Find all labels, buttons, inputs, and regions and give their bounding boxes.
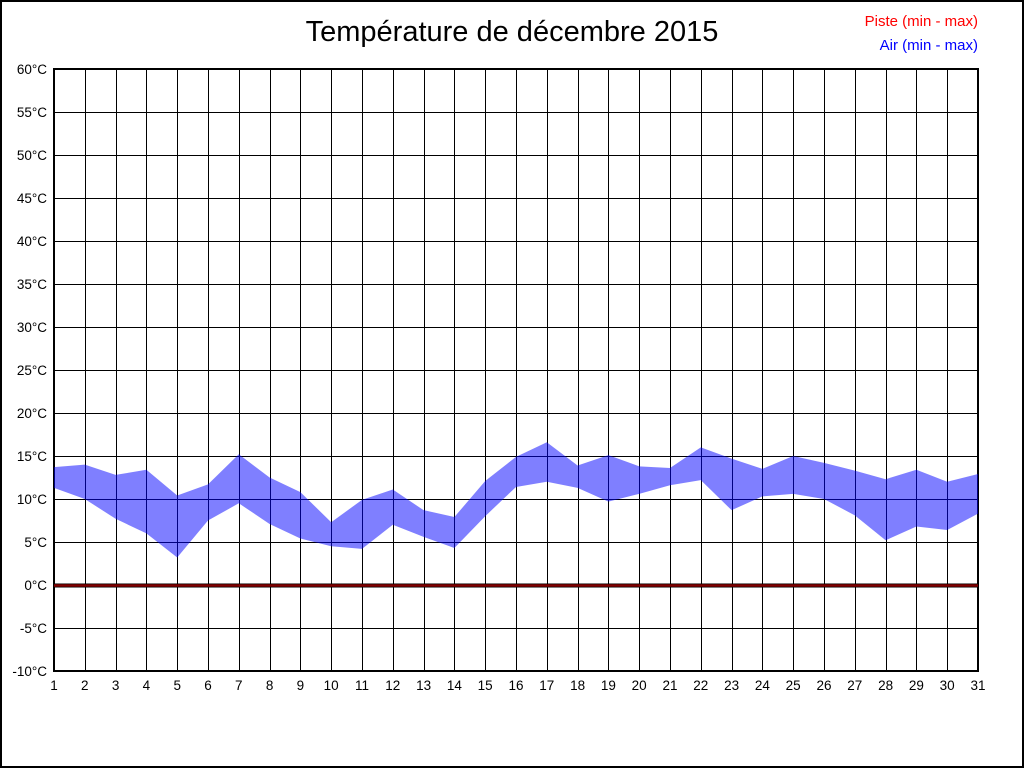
y-axis-label: 5°C [24, 535, 47, 550]
x-axis-label: 8 [266, 678, 274, 693]
y-axis-label: 10°C [17, 492, 47, 507]
x-axis-label: 13 [416, 678, 431, 693]
y-axis-label: 45°C [17, 191, 47, 206]
y-axis-label: 50°C [17, 148, 47, 163]
x-axis-label: 31 [970, 678, 985, 693]
x-axis-label: 27 [847, 678, 862, 693]
x-axis-label: 7 [235, 678, 243, 693]
x-axis-label: 25 [786, 678, 801, 693]
y-axis-labels: 60°C 55°C 50°C 45°C 40°C 35°C 30°C 25°C 20°C 15°C… [12, 62, 47, 679]
x-axis-label: 5 [173, 678, 181, 693]
air-band [54, 442, 978, 558]
y-axis-label: 55°C [17, 105, 47, 120]
y-axis-label: 60°C [17, 62, 47, 77]
x-axis-label: 2 [81, 678, 89, 693]
x-axis-label: 3 [112, 678, 120, 693]
x-axis-label: 17 [539, 678, 554, 693]
x-axis-label: 9 [297, 678, 305, 693]
x-axis-label: 30 [940, 678, 955, 693]
x-axis-label: 29 [909, 678, 924, 693]
x-axis-label: 4 [143, 678, 151, 693]
y-axis-label: 30°C [17, 320, 47, 335]
x-axis-label: 20 [632, 678, 647, 693]
chart-legend: Piste (min - max) Air (min - max) [865, 10, 978, 58]
x-axis-label: 15 [478, 678, 493, 693]
x-axis-label: 12 [385, 678, 400, 693]
legend-item-air: Air (min - max) [879, 37, 978, 54]
x-axis-label: 19 [601, 678, 616, 693]
x-axis-label: 26 [816, 678, 831, 693]
y-axis-label: 35°C [17, 277, 47, 292]
y-axis-label: -10°C [12, 664, 47, 679]
x-axis-label: 22 [693, 678, 708, 693]
x-axis-label: 14 [447, 678, 463, 693]
y-axis-label: 20°C [17, 406, 47, 421]
y-axis-label: 40°C [17, 234, 47, 249]
chart-title: Température de décembre 2015 [305, 16, 719, 48]
x-axis-label: 24 [755, 678, 771, 693]
y-axis-label: 0°C [24, 578, 47, 593]
plot-border [53, 68, 979, 672]
x-axis-label: 10 [324, 678, 339, 693]
legend-item-piste: Piste (min - max) [864, 13, 978, 30]
x-axis-label: 23 [724, 678, 739, 693]
y-axis-label: 25°C [17, 363, 47, 378]
x-axis-labels: 1 2 3 4 5 6 7 8 9 10 11 12 13 14 15 16 17 18 19 20 21 22 23 24 2… [50, 678, 985, 693]
x-axis-label: 6 [204, 678, 212, 693]
y-axis-label: -5°C [20, 621, 47, 636]
x-axis-label: 1 [50, 678, 58, 693]
x-axis-label: 21 [662, 678, 677, 693]
x-axis-label: 11 [355, 678, 369, 693]
y-axis-label: 15°C [17, 449, 47, 464]
x-axis-label: 28 [878, 678, 893, 693]
gridlines [54, 69, 979, 672]
x-axis-label: 16 [508, 678, 523, 693]
x-axis-label: 18 [570, 678, 585, 693]
